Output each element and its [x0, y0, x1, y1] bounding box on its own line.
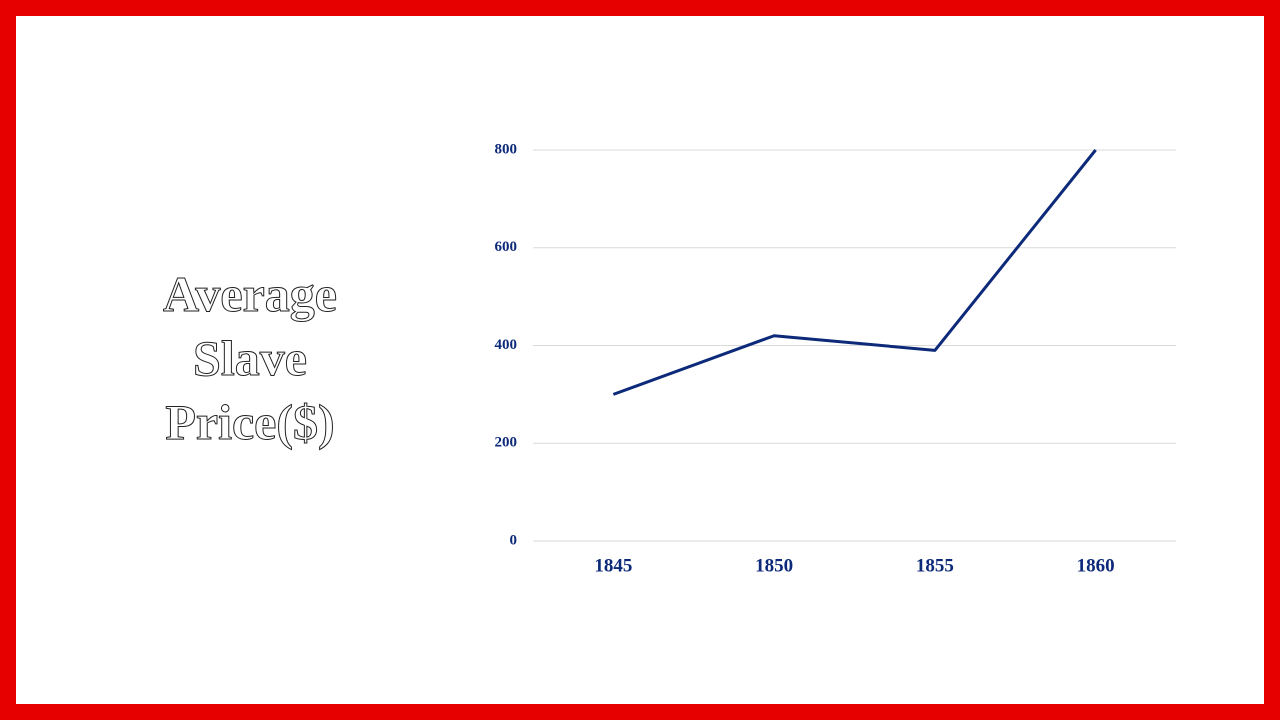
x-tick-label: 1845 [594, 555, 632, 576]
y-tick-label: 0 [510, 532, 518, 548]
x-tick-label: 1850 [755, 555, 793, 576]
y-tick-label: 400 [495, 337, 518, 353]
x-tick-label: 1860 [1077, 555, 1115, 576]
data-line [612, 149, 1097, 396]
y-tick-label: 200 [495, 435, 518, 451]
x-tick-label: 1855 [916, 555, 954, 576]
y-tick-label: 800 [495, 141, 518, 157]
chart-title: Average Slave Price($) [163, 266, 338, 451]
y-tick-label: 600 [495, 239, 518, 255]
